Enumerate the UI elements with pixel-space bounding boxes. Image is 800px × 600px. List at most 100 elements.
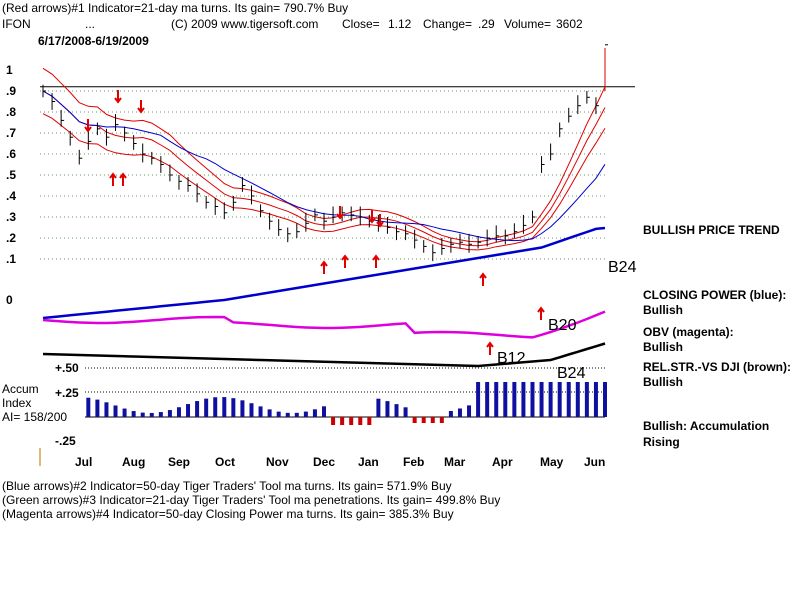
volume-value: 3602	[556, 17, 583, 31]
accum-bar	[557, 382, 562, 417]
accum-bar	[86, 397, 91, 417]
signal-arrow	[84, 119, 92, 133]
x-tick-label: Dec	[313, 455, 335, 469]
volume-label: Volume=	[504, 17, 552, 31]
accum-bar	[213, 397, 218, 417]
accum-bar	[276, 411, 281, 417]
signal-arrow	[537, 306, 545, 320]
x-tick-label: Feb	[403, 455, 424, 469]
accum-bar	[548, 382, 553, 417]
close-label: Close=	[342, 17, 380, 31]
obv-line	[42, 310, 606, 339]
y-tick-label: .5	[6, 168, 16, 182]
accum-bar	[512, 382, 517, 417]
close-value: 1.12	[388, 17, 412, 31]
accum-bar	[312, 409, 317, 417]
accum-bar	[294, 412, 299, 417]
accum-bar	[195, 401, 200, 417]
accum-bar	[430, 417, 435, 423]
accum-bar	[340, 417, 345, 425]
accum-bar	[376, 398, 381, 417]
accum-bar	[240, 400, 245, 417]
accum-bar	[485, 382, 490, 417]
obv-label: OBV (magenta):	[643, 325, 734, 339]
accum-bar	[258, 406, 263, 417]
accum-tick-label: +.25	[55, 386, 79, 400]
accum-bar	[521, 382, 526, 417]
accum-bar	[448, 411, 453, 417]
price-trend-label: BULLISH PRICE TREND	[643, 223, 780, 237]
accum-bar	[421, 417, 426, 423]
accum-bar	[476, 382, 481, 417]
x-tick-label: Oct	[215, 455, 235, 469]
change-value: .29	[478, 17, 495, 31]
y-tick-label: .6	[6, 147, 16, 161]
y-tick-label: 0	[6, 293, 13, 307]
y-tick-label: .4	[6, 189, 16, 203]
accum-title-1: Accum	[2, 382, 39, 396]
accum-bar	[267, 409, 272, 417]
signal-label: B12	[497, 350, 526, 367]
y-tick-label: .8	[6, 105, 16, 119]
copyright: (C) 2009 www.tigersoft.com	[171, 17, 319, 31]
y-tick-label: .9	[6, 84, 16, 98]
accum-tick-label: -.25	[55, 434, 76, 448]
closing-power-label: CLOSING POWER (blue):	[643, 288, 787, 302]
closing-power-value: Bullish	[643, 303, 684, 317]
indicator-4-text: (Magenta arrows)#4 Indicator=50-day Clos…	[2, 507, 454, 521]
accum-tick-label: +.50	[55, 361, 79, 375]
signal-arrow	[320, 260, 328, 274]
accum-bar	[131, 411, 136, 417]
accum-bar	[140, 412, 145, 417]
signal-arrow	[341, 254, 349, 268]
accum-bar	[167, 410, 172, 417]
relstr-value: Bullish	[643, 375, 684, 389]
accum-bar	[204, 398, 209, 417]
accum-bar	[176, 407, 181, 417]
accum-bar	[394, 404, 399, 417]
relstr-line	[42, 342, 606, 368]
accum-bar	[222, 397, 227, 417]
accum-bar	[566, 382, 571, 417]
signal-label: B20	[548, 317, 577, 334]
accum-bar	[358, 417, 363, 425]
signal-arrow	[336, 206, 344, 220]
x-tick-label: Sep	[168, 455, 190, 469]
accum-bar	[412, 417, 417, 423]
x-tick-label: Aug	[122, 455, 145, 469]
accum-bar	[122, 408, 127, 417]
accum-bar	[494, 382, 499, 417]
signal-arrow	[376, 214, 384, 228]
accum-bar	[186, 404, 191, 417]
accum-bar	[104, 402, 109, 417]
obv-value: Bullish	[643, 340, 684, 354]
accum-bar	[530, 382, 535, 417]
signal-arrow	[479, 272, 487, 286]
accum-bar	[303, 411, 308, 417]
accum-bar	[149, 412, 154, 417]
signal-arrow	[109, 172, 117, 186]
accum-bar	[113, 405, 118, 417]
x-tick-label: Jul	[75, 455, 92, 469]
accum-bar	[385, 401, 390, 417]
accum-bar	[439, 417, 444, 423]
relstr-label: REL.STR.-VS DJI (brown):	[643, 360, 791, 374]
change-label: Change=	[423, 17, 473, 31]
signal-label: B24	[557, 365, 586, 382]
signal-arrow	[372, 254, 380, 268]
y-tick-label: .2	[6, 231, 16, 245]
indicator-3-text: (Green arrows)#3 Indicator=21-day Tiger …	[2, 493, 501, 507]
accum-bar	[231, 398, 236, 417]
date-range: 6/17/2008-6/19/2009	[38, 34, 149, 48]
signal-arrow	[137, 100, 145, 114]
symbol-dots: ...	[85, 17, 96, 31]
accum-bar	[575, 382, 580, 417]
accum-bar	[249, 403, 254, 417]
accum-bar	[322, 406, 326, 417]
accum-bar	[349, 417, 354, 425]
y-tick-label: .3	[6, 210, 16, 224]
accum-bar	[603, 382, 607, 417]
x-tick-label: Nov	[266, 455, 289, 469]
accum-bar	[158, 412, 163, 417]
